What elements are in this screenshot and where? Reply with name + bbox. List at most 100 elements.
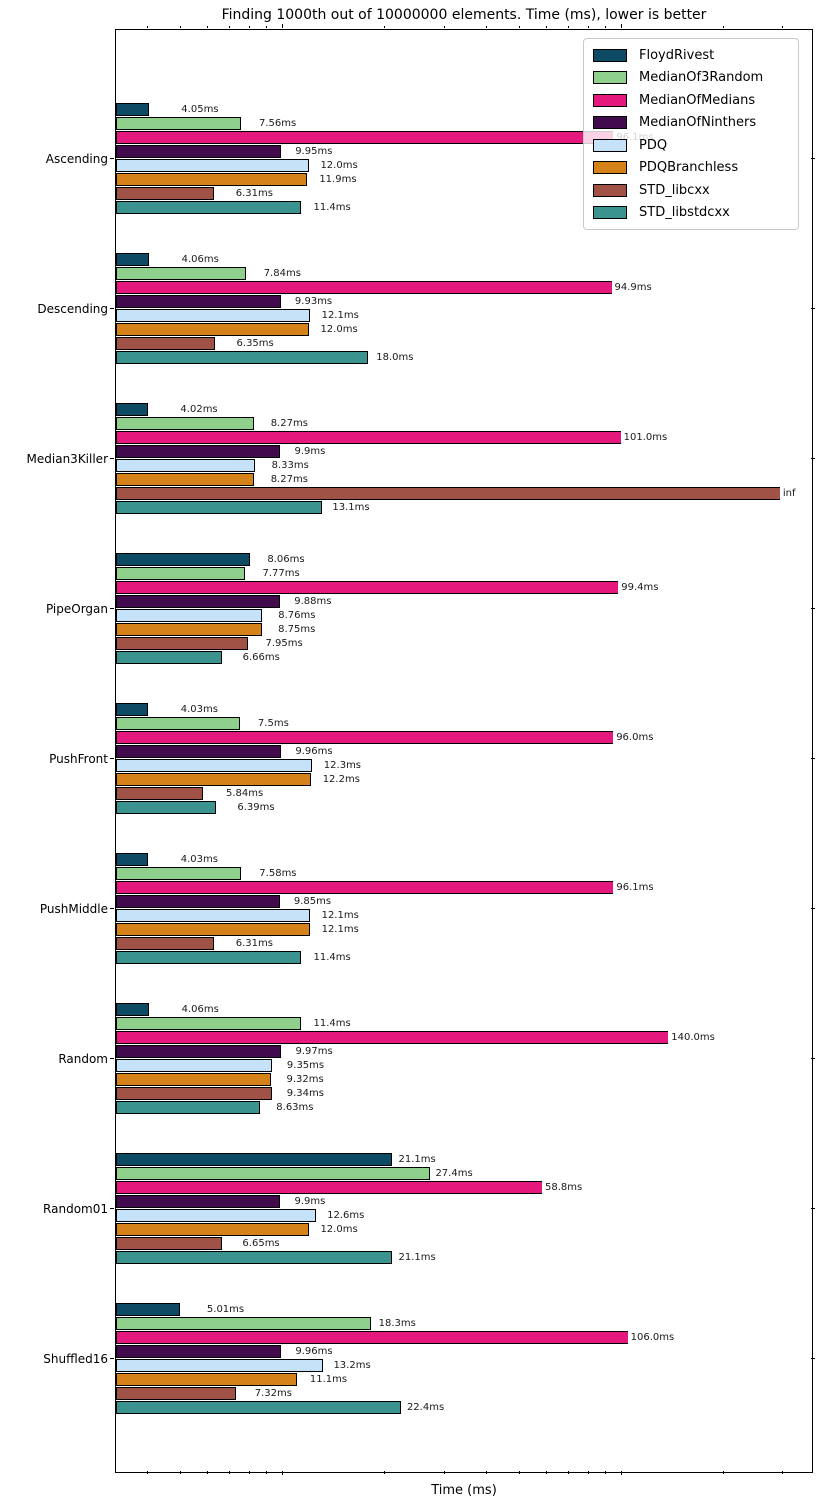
- category-label: Random01: [43, 1201, 108, 1216]
- x-axis-tick: [229, 25, 231, 29]
- bar-value-label: 21.1ms: [395, 1251, 439, 1264]
- bar-medianof3random-descending: [116, 267, 247, 280]
- bar-floydrivest-shuffled16: [116, 1303, 181, 1316]
- x-axis-tick: [518, 1470, 520, 1474]
- bar-pdqbranchless-median3killer: [116, 473, 254, 486]
- bar-medianofmedians-ascending: [116, 131, 615, 144]
- bar-pdq-pushfront: [116, 759, 313, 772]
- x-axis-tick: [266, 1470, 268, 1474]
- bar-value-label: 9.85ms: [290, 895, 335, 908]
- x-axis-tick: [722, 25, 724, 29]
- bar-std_libcxx-shuffled16: [116, 1387, 236, 1400]
- bar-pdqbranchless-pushfront: [116, 773, 312, 786]
- bar-pdqbranchless-random: [116, 1073, 272, 1086]
- bar-medianofninthers-median3killer: [116, 445, 281, 458]
- bar-value-label: 9.9ms: [291, 1195, 329, 1208]
- bar-std_libstdcxx-shuffled16: [116, 1401, 401, 1414]
- bar-std_libcxx-ascending: [116, 187, 215, 200]
- x-axis-tick: [281, 1470, 283, 1476]
- bar-floydrivest-pushfront: [116, 703, 149, 716]
- y-axis-tick: [110, 457, 115, 460]
- legend-swatch-icon: [593, 138, 627, 152]
- legend-label: FloydRivest: [639, 47, 715, 63]
- bar-value-label: 101.0ms: [620, 431, 671, 444]
- bar-medianofmedians-pushmiddle: [116, 881, 615, 894]
- bar-medianof3random-random: [116, 1017, 302, 1030]
- bar-value-label: 9.88ms: [291, 595, 335, 608]
- bar-value-label: 9.96ms: [292, 1345, 336, 1358]
- bar-value-label: 5.01ms: [203, 1303, 248, 1316]
- legend-item-pdqbranchless: PDQBranchless: [593, 160, 789, 175]
- bar-value-label: 13.1ms: [329, 501, 373, 514]
- bar-value-label: 99.4ms: [618, 581, 662, 594]
- x-axis-tick: [605, 25, 607, 29]
- y-axis-tick: [110, 907, 115, 910]
- category-label: PushMiddle: [39, 901, 108, 916]
- category-label: Shuffled16: [43, 1351, 108, 1366]
- bar-value-label: 11.1ms: [306, 1373, 351, 1386]
- bar-value-label: 21.1ms: [395, 1153, 439, 1166]
- bar-value-label: 9.32ms: [283, 1073, 327, 1086]
- bar-value-label: 12.0ms: [317, 159, 361, 172]
- bar-value-label: 6.31ms: [232, 187, 276, 200]
- x-axis-tick: [782, 25, 784, 29]
- bar-std_libstdcxx-median3killer: [116, 501, 322, 514]
- bar-floydrivest-pipeorgan: [116, 553, 251, 566]
- bar-value-label: 9.96ms: [292, 745, 336, 758]
- y-axis-tick: [810, 757, 815, 760]
- legend-item-std_libstdcxx: STD_libstdcxx: [593, 205, 789, 220]
- legend-swatch-icon: [593, 71, 627, 85]
- x-axis-tick: [206, 25, 208, 29]
- bar-floydrivest-pushmiddle: [116, 853, 149, 866]
- bar-value-label: 4.06ms: [178, 253, 222, 266]
- bar-pdqbranchless-pipeorgan: [116, 623, 263, 636]
- x-axis-tick: [249, 25, 250, 29]
- legend-item-medianofninthers: MedianOfNinthers: [593, 115, 789, 130]
- bar-value-label: 18.3ms: [375, 1317, 419, 1330]
- category-label: Ascending: [45, 151, 108, 166]
- bar-value-label: 7.56ms: [255, 117, 300, 130]
- bar-medianof3random-pushfront: [116, 717, 240, 730]
- bar-value-label: 9.95ms: [292, 145, 336, 158]
- bar-std_libcxx-random01: [116, 1237, 222, 1250]
- legend-label: PDQBranchless: [639, 160, 739, 176]
- bar-value-label: 96.1ms: [613, 881, 657, 894]
- x-axis-tick: [605, 1470, 607, 1474]
- y-axis-tick: [810, 1357, 815, 1360]
- y-axis-tick: [110, 157, 115, 160]
- legend-swatch-icon: [593, 116, 627, 130]
- bar-std_libcxx-pipeorgan: [116, 637, 249, 650]
- x-axis-tick: [620, 23, 622, 29]
- bar-value-label: 7.58ms: [256, 867, 300, 880]
- bar-medianofninthers-pushmiddle: [116, 895, 280, 908]
- bar-value-label: 4.03ms: [177, 703, 221, 716]
- bar-std_libstdcxx-pipeorgan: [116, 651, 223, 664]
- bar-floydrivest-ascending: [116, 103, 149, 116]
- bar-medianof3random-median3killer: [116, 417, 254, 430]
- y-axis-tick: [110, 757, 115, 760]
- bar-value-label: 8.06ms: [264, 553, 308, 566]
- y-axis-tick: [810, 607, 815, 610]
- bar-pdq-median3killer: [116, 459, 255, 472]
- bar-value-label: 6.35ms: [233, 337, 277, 350]
- bar-medianof3random-pipeorgan: [116, 567, 245, 580]
- bar-std_libcxx-random: [116, 1087, 272, 1100]
- bar-pdq-random01: [116, 1209, 316, 1222]
- plot-area: FloydRivest MedianOf3Random MedianOfMedian…: [27, 23, 815, 1476]
- bar-value-label: 12.0ms: [317, 323, 361, 336]
- y-axis-tick: [810, 1057, 815, 1060]
- bar-std_libcxx-pushfront: [116, 787, 203, 800]
- legend-item-floydrivest: FloydRivest: [593, 48, 789, 63]
- bar-value-label: 6.65ms: [239, 1237, 283, 1250]
- bar-value-label: 12.3ms: [320, 759, 365, 772]
- bar-value-label: 6.31ms: [232, 937, 276, 950]
- bar-value-label: 27.4ms: [432, 1167, 476, 1180]
- bar-value-label: 8.63ms: [273, 1101, 317, 1114]
- x-axis-label: Time (ms): [431, 1483, 497, 1498]
- bar-value-label: 6.66ms: [239, 651, 283, 664]
- category-label: PipeOrgan: [45, 601, 108, 616]
- x-axis-tick: [147, 25, 148, 29]
- bar-value-label: 18.0ms: [373, 351, 417, 364]
- bar-pdqbranchless-pushmiddle: [116, 923, 310, 936]
- bar-value-label: 4.06ms: [178, 1003, 222, 1016]
